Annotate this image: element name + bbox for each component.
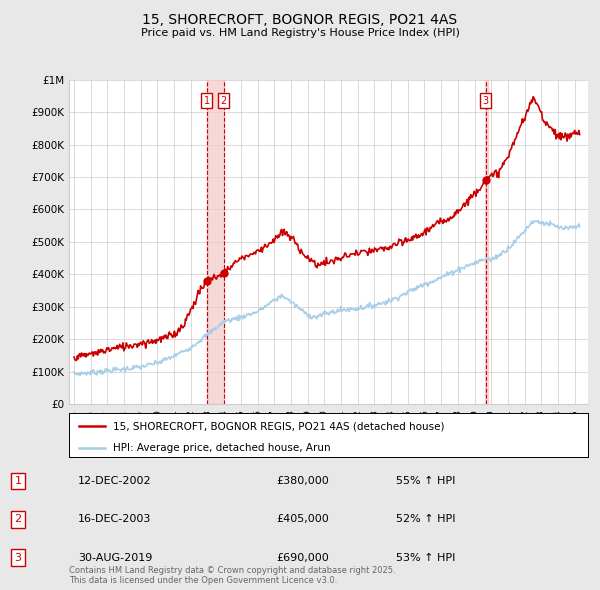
Text: HPI: Average price, detached house, Arun: HPI: Average price, detached house, Arun xyxy=(113,442,331,453)
Bar xyxy=(485,80,488,404)
Text: 15, SHORECROFT, BOGNOR REGIS, PO21 4AS: 15, SHORECROFT, BOGNOR REGIS, PO21 4AS xyxy=(142,12,458,27)
Text: 3: 3 xyxy=(14,553,22,562)
Text: £380,000: £380,000 xyxy=(276,476,329,486)
Text: 52% ↑ HPI: 52% ↑ HPI xyxy=(396,514,455,524)
Text: 1: 1 xyxy=(203,96,210,106)
Text: 2: 2 xyxy=(220,96,227,106)
Text: 16-DEC-2003: 16-DEC-2003 xyxy=(78,514,151,524)
Text: 55% ↑ HPI: 55% ↑ HPI xyxy=(396,476,455,486)
Text: 53% ↑ HPI: 53% ↑ HPI xyxy=(396,553,455,562)
Text: 2: 2 xyxy=(14,514,22,524)
Text: 15, SHORECROFT, BOGNOR REGIS, PO21 4AS (detached house): 15, SHORECROFT, BOGNOR REGIS, PO21 4AS (… xyxy=(113,421,445,431)
Text: £690,000: £690,000 xyxy=(276,553,329,562)
Text: Price paid vs. HM Land Registry's House Price Index (HPI): Price paid vs. HM Land Registry's House … xyxy=(140,28,460,38)
Text: 12-DEC-2002: 12-DEC-2002 xyxy=(78,476,152,486)
Text: 3: 3 xyxy=(482,96,488,106)
Text: Contains HM Land Registry data © Crown copyright and database right 2025.
This d: Contains HM Land Registry data © Crown c… xyxy=(69,566,395,585)
Bar xyxy=(206,80,224,404)
Text: £405,000: £405,000 xyxy=(276,514,329,524)
Text: 30-AUG-2019: 30-AUG-2019 xyxy=(78,553,152,562)
Text: 1: 1 xyxy=(14,476,22,486)
